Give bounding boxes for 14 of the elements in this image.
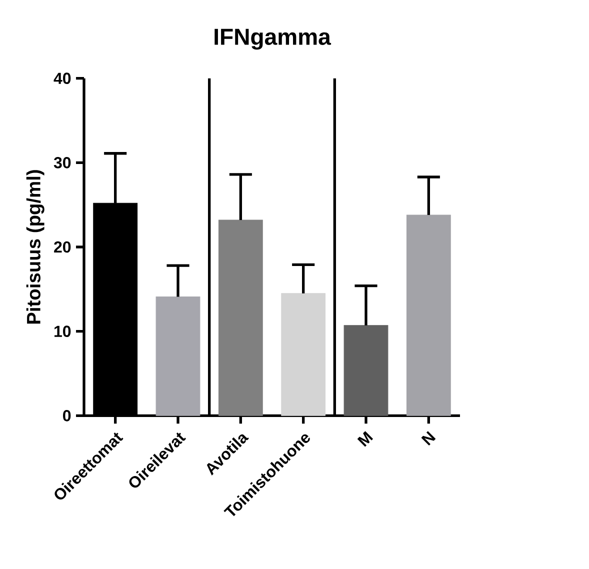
y-tick-label: 30 [54, 157, 71, 168]
y-tick-label: 20 [54, 241, 71, 253]
chart-title: IFNgamma [214, 28, 332, 50]
bar [281, 293, 326, 416]
bar [344, 325, 388, 416]
bar [406, 214, 451, 416]
bar [156, 296, 200, 416]
y-tick-label: 10 [54, 326, 71, 337]
bar [218, 220, 263, 416]
y-tick-label: 0 [63, 410, 71, 422]
y-tick-label: 40 [54, 72, 71, 84]
x-tick-label: N [421, 431, 436, 446]
y-axis-title: Pitoisuus (pg/ml) [26, 170, 44, 324]
x-tick-label: M [357, 431, 374, 447]
